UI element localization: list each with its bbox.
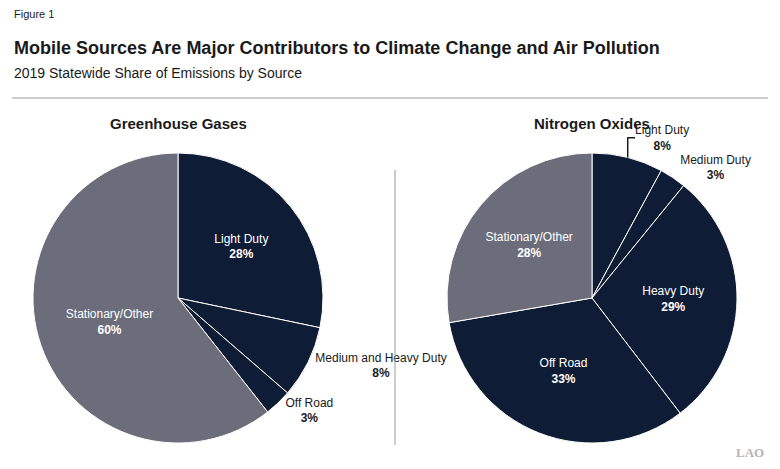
svg-text:Light Duty28%: Light Duty28% bbox=[214, 232, 268, 262]
svg-text:Light Duty8%: Light Duty8% bbox=[635, 123, 689, 153]
svg-text:Greenhouse Gases: Greenhouse Gases bbox=[110, 115, 247, 132]
svg-text:Off Road33%: Off Road33% bbox=[540, 356, 588, 386]
svg-text:2019 Statewide Share of Emissi: 2019 Statewide Share of Emissions by Sou… bbox=[14, 65, 302, 81]
svg-text:Heavy Duty29%: Heavy Duty29% bbox=[642, 284, 704, 314]
svg-text:Off Road3%: Off Road3% bbox=[285, 396, 333, 426]
svg-text:LAO: LAO bbox=[736, 445, 764, 460]
svg-text:Medium and Heavy Duty8%: Medium and Heavy Duty8% bbox=[315, 351, 446, 381]
svg-text:Nitrogen Oxides: Nitrogen Oxides bbox=[534, 115, 650, 132]
svg-text:Stationary/Other60%: Stationary/Other60% bbox=[66, 307, 153, 337]
svg-text:Mobile Sources Are Major Contr: Mobile Sources Are Major Contributors to… bbox=[14, 38, 660, 58]
svg-text:Medium Duty3%: Medium Duty3% bbox=[680, 153, 751, 183]
svg-text:Figure 1: Figure 1 bbox=[14, 8, 54, 20]
svg-text:Stationary/Other28%: Stationary/Other28% bbox=[485, 230, 572, 260]
